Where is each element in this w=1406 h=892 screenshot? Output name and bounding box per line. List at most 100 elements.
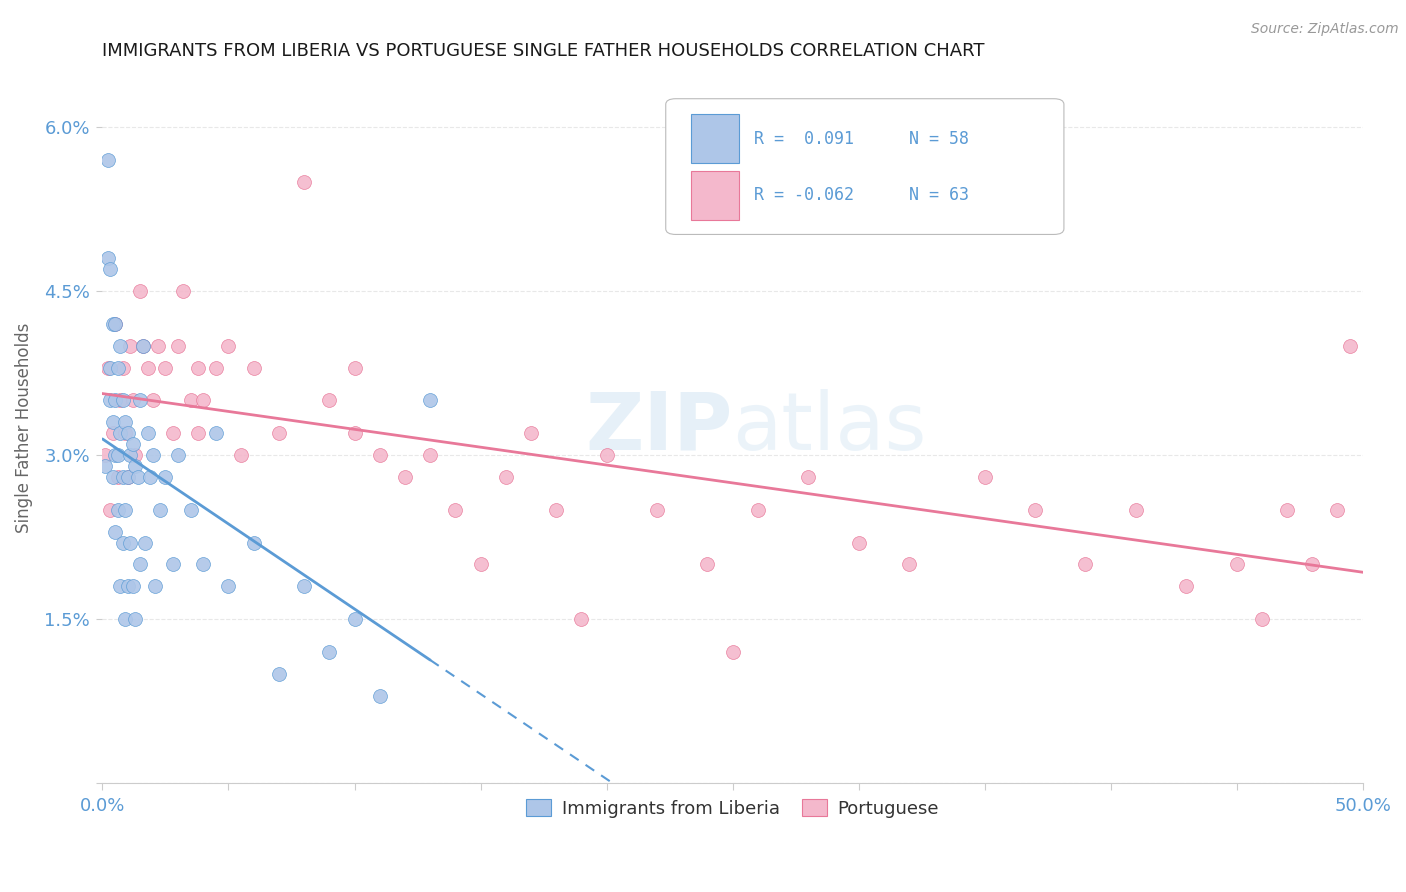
Text: R = -0.062: R = -0.062 <box>754 186 853 204</box>
Point <box>1339 339 1361 353</box>
Point <box>193 393 215 408</box>
Point <box>104 524 127 539</box>
Point <box>94 458 117 473</box>
Point <box>104 317 127 331</box>
Point <box>470 558 492 572</box>
Point <box>107 470 129 484</box>
FancyBboxPatch shape <box>690 171 738 219</box>
Point <box>104 448 127 462</box>
Point <box>645 502 668 516</box>
Point <box>595 448 617 462</box>
Point <box>129 558 152 572</box>
Point <box>1175 579 1198 593</box>
Point <box>495 470 517 484</box>
Point <box>107 502 129 516</box>
Point <box>180 393 202 408</box>
Text: Source: ZipAtlas.com: Source: ZipAtlas.com <box>1251 22 1399 37</box>
Text: IMMIGRANTS FROM LIBERIA VS PORTUGUESE SINGLE FATHER HOUSEHOLDS CORRELATION CHART: IMMIGRANTS FROM LIBERIA VS PORTUGUESE SI… <box>103 42 986 60</box>
Text: R =  0.091: R = 0.091 <box>754 129 853 147</box>
Point <box>107 448 129 462</box>
Point <box>139 470 162 484</box>
Point <box>1125 502 1147 516</box>
Point <box>101 426 124 441</box>
Point <box>747 502 769 516</box>
Point <box>108 579 131 593</box>
Point <box>149 502 172 516</box>
Point <box>108 426 131 441</box>
Point <box>1301 558 1323 572</box>
Point <box>120 448 142 462</box>
Point <box>242 535 264 549</box>
Point <box>142 448 165 462</box>
Point <box>124 612 146 626</box>
Point <box>120 339 142 353</box>
Point <box>121 393 143 408</box>
Point <box>292 579 315 593</box>
Point <box>162 426 184 441</box>
Point <box>292 175 315 189</box>
Point <box>117 426 139 441</box>
Point <box>108 339 131 353</box>
Point <box>114 415 136 429</box>
Point <box>1225 558 1247 572</box>
Point <box>444 502 467 516</box>
Point <box>343 426 366 441</box>
Point <box>111 360 134 375</box>
Point <box>797 470 820 484</box>
Point <box>132 339 155 353</box>
Point <box>520 426 543 441</box>
Point <box>187 426 209 441</box>
Point <box>101 415 124 429</box>
FancyBboxPatch shape <box>690 114 738 162</box>
Point <box>696 558 718 572</box>
Point <box>127 470 149 484</box>
Point <box>111 535 134 549</box>
Point <box>107 360 129 375</box>
Point <box>172 284 194 298</box>
Point <box>180 502 202 516</box>
Point <box>721 645 744 659</box>
Point <box>1326 502 1348 516</box>
Point <box>94 448 117 462</box>
Point <box>318 393 340 408</box>
Point <box>104 317 127 331</box>
Point <box>120 535 142 549</box>
Text: N = 58: N = 58 <box>908 129 969 147</box>
Point <box>242 360 264 375</box>
Point <box>104 393 127 408</box>
Point <box>162 558 184 572</box>
Text: atlas: atlas <box>733 389 927 467</box>
Text: N = 63: N = 63 <box>908 186 969 204</box>
Point <box>132 339 155 353</box>
Point <box>146 339 169 353</box>
Point <box>136 426 159 441</box>
Point <box>848 535 870 549</box>
Legend: Immigrants from Liberia, Portuguese: Immigrants from Liberia, Portuguese <box>519 792 946 825</box>
Point <box>129 284 152 298</box>
Point <box>98 502 121 516</box>
Point <box>973 470 995 484</box>
Point <box>114 426 136 441</box>
Point <box>167 448 190 462</box>
Point <box>98 262 121 277</box>
Point <box>167 339 190 353</box>
Point <box>96 252 118 266</box>
Point <box>96 153 118 167</box>
Point <box>129 393 152 408</box>
Y-axis label: Single Father Households: Single Father Households <box>15 323 32 533</box>
FancyBboxPatch shape <box>665 99 1064 235</box>
Point <box>419 393 441 408</box>
Point <box>98 393 121 408</box>
Point <box>96 360 118 375</box>
Point <box>1250 612 1272 626</box>
Point <box>117 470 139 484</box>
Point <box>419 448 441 462</box>
Point <box>114 502 136 516</box>
Point <box>155 470 177 484</box>
Point <box>318 645 340 659</box>
Point <box>343 612 366 626</box>
Point <box>145 579 167 593</box>
Point <box>569 612 592 626</box>
Point <box>142 393 165 408</box>
Point <box>1275 502 1298 516</box>
